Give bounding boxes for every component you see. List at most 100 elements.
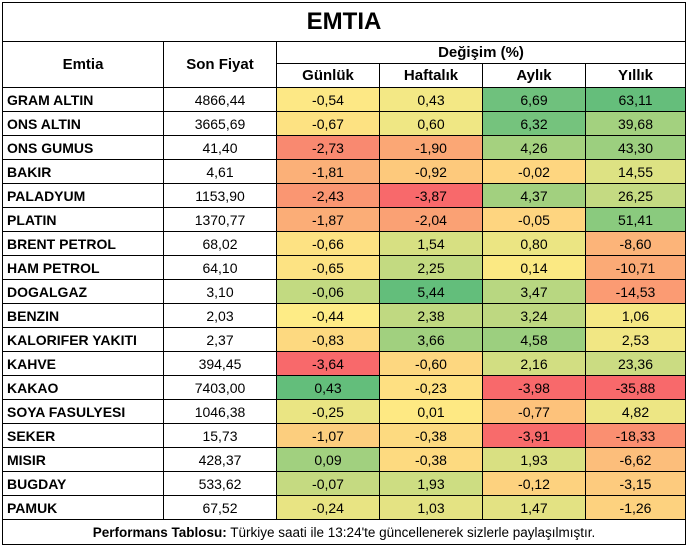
table-row: GRAM ALTIN 4866,44 -0,54 0,43 6,69 63,11 [2,87,686,112]
change-weekly: 0,43 [379,87,483,112]
table-body: GRAM ALTIN 4866,44 -0,54 0,43 6,69 63,11 ONS A… [2,87,686,520]
commodity-name: SEKER [2,423,164,448]
change-daily: -2,43 [276,183,380,208]
change-monthly: 4,26 [482,135,586,160]
change-monthly: 4,37 [482,183,586,208]
change-monthly: 6,32 [482,111,586,136]
change-yearly: 51,41 [585,207,686,232]
change-monthly: 3,24 [482,303,586,328]
change-monthly: -3,91 [482,423,586,448]
header-emtia: Emtia [2,41,164,88]
change-monthly: -0,02 [482,159,586,184]
commodity-name: ONS GUMUS [2,135,164,160]
change-monthly: -3,98 [482,375,586,400]
table-row: PALADYUM 1153,90 -2,43 -3,87 4,37 26,25 [2,183,686,208]
change-yearly: -10,71 [585,255,686,280]
change-monthly: 2,16 [482,351,586,376]
change-yearly: -6,62 [585,447,686,472]
change-monthly: -0,77 [482,399,586,424]
change-yearly: 43,30 [585,135,686,160]
change-weekly: 1,03 [379,495,483,520]
change-weekly: 0,01 [379,399,483,424]
commodity-name: PALADYUM [2,183,164,208]
change-weekly: 2,38 [379,303,483,328]
table-row: SOYA FASULYESI 1046,38 -0,25 0,01 -0,77 4,82 [2,399,686,424]
header-aylik: Aylık [482,63,586,88]
commodity-name: BUGDAY [2,471,164,496]
last-price: 1370,77 [163,207,277,232]
change-daily: 0,09 [276,447,380,472]
change-daily: -0,67 [276,111,380,136]
change-weekly: 1,93 [379,471,483,496]
change-weekly: -0,23 [379,375,483,400]
footer-text: Türkiye saati ile 13:24'te güncellenerek… [226,524,596,540]
table-row: BENZIN 2,03 -0,44 2,38 3,24 1,06 [2,303,686,328]
change-monthly: 0,80 [482,231,586,256]
table-row: KAKAO 7403,00 0,43 -0,23 -3,98 -35,88 [2,375,686,400]
change-daily: 0,43 [276,375,380,400]
last-price: 533,62 [163,471,277,496]
change-daily: -0,44 [276,303,380,328]
change-yearly: 26,25 [585,183,686,208]
change-daily: -0,54 [276,87,380,112]
change-monthly: 1,93 [482,447,586,472]
table-row: PAMUK 67,52 -0,24 1,03 1,47 -1,26 [2,495,686,520]
last-price: 1046,38 [163,399,277,424]
change-weekly: -2,04 [379,207,483,232]
last-price: 2,37 [163,327,277,352]
change-yearly: 39,68 [585,111,686,136]
last-price: 3665,69 [163,111,277,136]
change-yearly: 14,55 [585,159,686,184]
change-weekly: -0,92 [379,159,483,184]
change-weekly: 0,60 [379,111,483,136]
table-row: PLATIN 1370,77 -1,87 -2,04 -0,05 51,41 [2,207,686,232]
change-daily: -0,65 [276,255,380,280]
change-daily: -0,06 [276,279,380,304]
change-monthly: 6,69 [482,87,586,112]
change-yearly: 4,82 [585,399,686,424]
table-row: BUGDAY 533,62 -0,07 1,93 -0,12 -3,15 [2,471,686,496]
change-daily: -1,81 [276,159,380,184]
last-price: 4,61 [163,159,277,184]
last-price: 394,45 [163,351,277,376]
change-monthly: 3,47 [482,279,586,304]
last-price: 64,10 [163,255,277,280]
change-monthly: 0,14 [482,255,586,280]
commodity-name: DOGALGAZ [2,279,164,304]
last-price: 2,03 [163,303,277,328]
last-price: 3,10 [163,279,277,304]
commodity-name: KAKAO [2,375,164,400]
table-row: DOGALGAZ 3,10 -0,06 5,44 3,47 -14,53 [2,279,686,304]
change-yearly: -8,60 [585,231,686,256]
last-price: 41,40 [163,135,277,160]
commodity-name: KAHVE [2,351,164,376]
change-daily: -0,83 [276,327,380,352]
commodity-name: PAMUK [2,495,164,520]
last-price: 68,02 [163,231,277,256]
last-price: 4866,44 [163,87,277,112]
change-weekly: -3,87 [379,183,483,208]
change-daily: -2,73 [276,135,380,160]
table-row: KAHVE 394,45 -3,64 -0,60 2,16 23,36 [2,351,686,376]
change-daily: -0,07 [276,471,380,496]
change-yearly: -18,33 [585,423,686,448]
last-price: 15,73 [163,423,277,448]
change-weekly: 1,54 [379,231,483,256]
commodity-name: MISIR [2,447,164,472]
table-row: KALORIFER YAKITI 2,37 -0,83 3,66 4,58 2,53 [2,327,686,352]
change-daily: -1,87 [276,207,380,232]
last-price: 428,37 [163,447,277,472]
change-monthly: -0,12 [482,471,586,496]
commodity-name: BAKIR [2,159,164,184]
header-haftalik: Haftalık [379,63,483,88]
table-row: HAM PETROL 64,10 -0,65 2,25 0,14 -10,71 [2,255,686,280]
change-daily: -0,25 [276,399,380,424]
change-yearly: 63,11 [585,87,686,112]
change-weekly: -0,38 [379,447,483,472]
header-degisim: Değişim (%) [276,41,686,64]
change-yearly: 1,06 [585,303,686,328]
change-monthly: 1,47 [482,495,586,520]
change-daily: -1,07 [276,423,380,448]
last-price: 67,52 [163,495,277,520]
